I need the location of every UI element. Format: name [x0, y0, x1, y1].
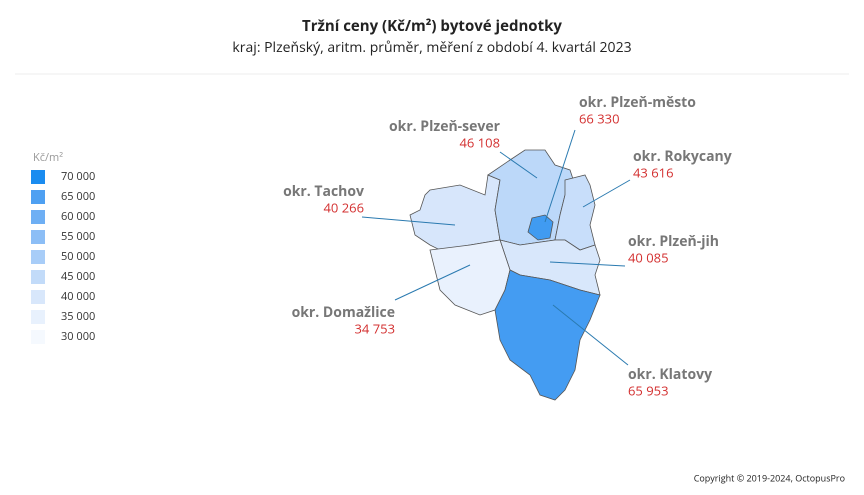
- legend-swatch: [31, 310, 45, 324]
- region-name: okr. Rokycany: [633, 147, 732, 166]
- legend-label: 55 000: [61, 229, 95, 244]
- region-name: okr. Plzeň-město: [579, 93, 696, 112]
- legend-label: 50 000: [61, 249, 95, 264]
- region-value: 66 330: [579, 109, 620, 127]
- leader-line: [499, 151, 538, 179]
- legend-label: 65 000: [61, 189, 95, 204]
- leader-line: [552, 304, 629, 366]
- legend-label: 60 000: [61, 209, 95, 224]
- region: [527, 214, 554, 241]
- legend-label: 45 000: [61, 269, 95, 284]
- legend-label: 70 000: [61, 169, 95, 184]
- region-name: okr. Klatovy: [628, 365, 712, 384]
- legend-label: 35 000: [61, 309, 95, 324]
- title: Tržní ceny (Kč/m²) bytové jednotky: [302, 16, 562, 36]
- region-value: 65 953: [628, 381, 669, 399]
- legend-swatch: [31, 330, 45, 344]
- region-name: okr. Domažlice: [292, 303, 395, 322]
- legend-swatch: [31, 190, 45, 204]
- subtitle: kraj: Plzeňský, aritm. průměr, měření z …: [232, 38, 631, 57]
- region-value: 34 753: [354, 319, 395, 337]
- legend-swatch: [31, 170, 45, 184]
- region-value: 40 266: [323, 198, 364, 216]
- legend-swatch: [31, 230, 45, 244]
- legend-swatch: [31, 290, 45, 304]
- region-value: 40 085: [628, 248, 669, 266]
- region-name: okr. Plzeň-jih: [628, 232, 719, 251]
- leader-line: [582, 179, 631, 208]
- leader-line: [361, 216, 456, 226]
- legend-unit: Kč/m²: [33, 150, 63, 165]
- legend-label: 40 000: [61, 289, 95, 304]
- region-value: 46 108: [459, 133, 500, 151]
- region-name: okr. Tachov: [283, 182, 364, 201]
- legend-swatch: [31, 210, 45, 224]
- copyright: Copyright © 2019-2024, OctopusPro: [694, 471, 845, 484]
- leader-line: [549, 261, 626, 267]
- legend-label: 30 000: [61, 329, 95, 344]
- region: [494, 269, 601, 401]
- legend-swatch: [31, 250, 45, 264]
- legend-swatch: [31, 270, 45, 284]
- region-value: 43 616: [633, 163, 674, 181]
- region-name: okr. Plzeň-sever: [389, 117, 501, 136]
- region: [409, 174, 501, 251]
- leader-line: [394, 264, 471, 301]
- leader-line: [544, 129, 576, 223]
